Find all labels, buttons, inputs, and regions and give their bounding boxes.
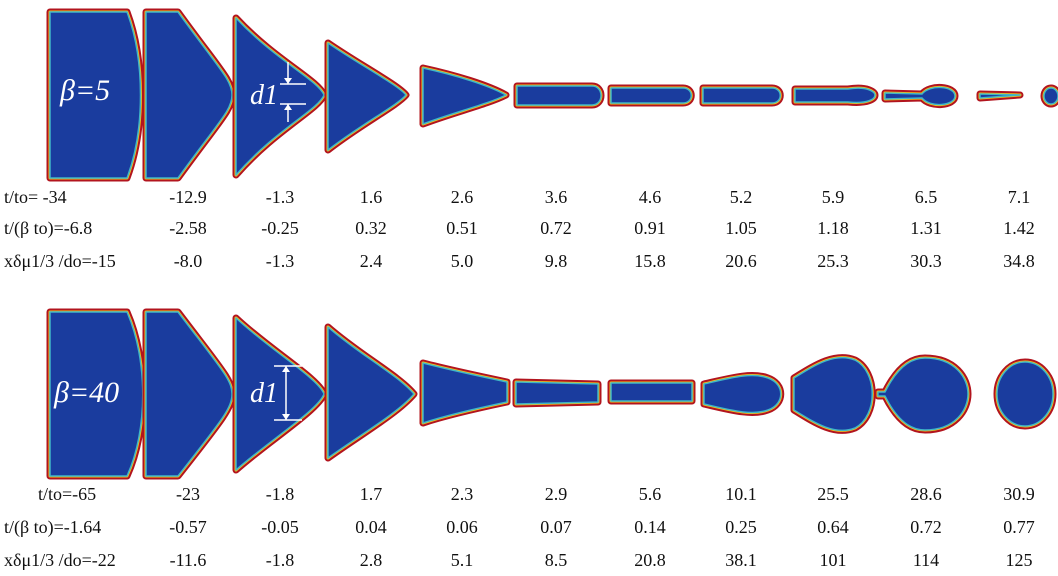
value-cell: 1.31 bbox=[910, 218, 942, 238]
row-label: t/to=-65 bbox=[38, 484, 97, 504]
p2-frame-3 bbox=[235, 317, 325, 471]
value-cell: 3.6 bbox=[544, 187, 568, 207]
p1-frame-9 bbox=[794, 87, 876, 104]
value-cell: -23 bbox=[176, 484, 200, 504]
p2-frame-9 bbox=[793, 356, 873, 432]
value-cell: 0.51 bbox=[446, 218, 478, 238]
p1-frame-7 bbox=[610, 87, 692, 104]
row-label: t/to= -34 bbox=[4, 187, 67, 207]
value-cell: 5.6 bbox=[638, 484, 662, 504]
beta-label-40: β=40 bbox=[54, 376, 120, 409]
p2-d1-arrowhead-top bbox=[282, 366, 290, 372]
value-cell: -1.3 bbox=[265, 251, 295, 271]
value-cell: -8.0 bbox=[173, 251, 203, 271]
value-cell: 0.07 bbox=[540, 517, 572, 537]
beta-label-5: β=5 bbox=[60, 74, 111, 107]
p1-frame-11b bbox=[1043, 87, 1058, 105]
value-cell: 4.6 bbox=[638, 187, 662, 207]
p2-frame-10 bbox=[877, 357, 969, 431]
p1-d1-arrowhead-bottom bbox=[284, 104, 292, 110]
value-cell: -0.57 bbox=[169, 517, 207, 537]
value-cell: 0.64 bbox=[817, 517, 849, 537]
value-cell: 0.25 bbox=[725, 517, 757, 537]
value-cell: 1.42 bbox=[1003, 218, 1035, 238]
value-cell: 0.14 bbox=[634, 517, 666, 537]
value-cell: 1.6 bbox=[359, 187, 383, 207]
value-cell: 0.91 bbox=[634, 218, 666, 238]
value-cell: -1.8 bbox=[265, 484, 295, 504]
p1-frame-10 bbox=[884, 86, 956, 106]
d1-label: d1 bbox=[250, 80, 278, 111]
value-cell: 20.6 bbox=[725, 251, 757, 271]
value-cell: 0.72 bbox=[910, 517, 942, 537]
p2-frame-11 bbox=[996, 361, 1054, 427]
value-cell: 34.8 bbox=[1003, 251, 1035, 271]
p1-frame-11a bbox=[979, 93, 1021, 99]
value-cell: 1.7 bbox=[359, 484, 383, 504]
value-cell: 5.9 bbox=[821, 187, 845, 207]
value-cell: 25.5 bbox=[817, 484, 849, 504]
value-cell: 8.5 bbox=[544, 550, 568, 570]
value-cell: 30.3 bbox=[910, 251, 942, 271]
p1-frame-4 bbox=[327, 42, 407, 151]
p1-d1-arrowhead-top bbox=[284, 78, 292, 84]
value-cell: -2.58 bbox=[169, 218, 207, 238]
p2-d1-arrowhead-bottom bbox=[282, 414, 290, 420]
value-cell: 5.1 bbox=[450, 550, 474, 570]
p1-frame-8 bbox=[702, 87, 781, 104]
value-cell: -0.25 bbox=[261, 218, 299, 238]
value-cell: 0.32 bbox=[355, 218, 387, 238]
row-label: t/(β to)=-6.8 bbox=[4, 218, 93, 238]
row-label: xδμ1/3 /do=-15 bbox=[4, 251, 116, 271]
value-cell: 9.8 bbox=[544, 251, 568, 271]
value-cell: 5.2 bbox=[729, 187, 753, 207]
value-cell: -1.8 bbox=[265, 550, 295, 570]
p1-frame-6 bbox=[516, 85, 602, 106]
value-cell: 10.1 bbox=[725, 484, 757, 504]
value-cell: 30.9 bbox=[1003, 484, 1035, 504]
p2-frame-2 bbox=[145, 311, 233, 477]
value-cell: 2.6 bbox=[450, 187, 474, 207]
value-cell: 6.5 bbox=[914, 187, 938, 207]
p1-frame-3 bbox=[235, 17, 325, 176]
value-cell: 2.9 bbox=[544, 484, 568, 504]
value-cell: 1.18 bbox=[817, 218, 849, 238]
value-cell: 0.06 bbox=[446, 517, 478, 537]
value-cell: 5.0 bbox=[450, 251, 474, 271]
p1-frame-2 bbox=[145, 11, 233, 179]
p2-frame-8 bbox=[703, 374, 782, 414]
value-cell: 38.1 bbox=[725, 550, 757, 570]
value-cell: 2.3 bbox=[450, 484, 474, 504]
value-cell: 20.8 bbox=[634, 550, 666, 570]
p2-frame-6 bbox=[515, 381, 599, 405]
value-cell: 1.05 bbox=[725, 218, 757, 238]
p2-frame-4 bbox=[327, 326, 415, 459]
value-cell: -12.9 bbox=[169, 187, 207, 207]
value-cell: 7.1 bbox=[1007, 187, 1031, 207]
row-label: xδμ1/3 /do=-22 bbox=[4, 550, 116, 570]
p2-frame-5 bbox=[422, 362, 508, 424]
value-cell: 28.6 bbox=[910, 484, 942, 504]
value-cell: 125 bbox=[1005, 550, 1033, 570]
value-cell: 0.72 bbox=[540, 218, 572, 238]
value-cell: -1.3 bbox=[265, 187, 295, 207]
value-cell: 0.77 bbox=[1003, 517, 1035, 537]
value-cell: 2.4 bbox=[359, 251, 383, 271]
p1-frame-1 bbox=[49, 11, 142, 179]
p2-frame-7 bbox=[610, 382, 693, 402]
d1-label: d1 bbox=[250, 378, 278, 409]
row-label: t/(β to)=-1.64 bbox=[4, 517, 102, 537]
value-cell: -0.05 bbox=[261, 517, 299, 537]
value-cell: 2.8 bbox=[359, 550, 383, 570]
value-cell: -11.6 bbox=[169, 550, 207, 570]
value-cell: 25.3 bbox=[817, 251, 849, 271]
value-cell: 0.04 bbox=[355, 517, 387, 537]
value-cell: 114 bbox=[912, 550, 940, 570]
value-cell: 15.8 bbox=[634, 251, 666, 271]
value-cell: 101 bbox=[819, 550, 847, 570]
p1-frame-5 bbox=[422, 67, 507, 125]
